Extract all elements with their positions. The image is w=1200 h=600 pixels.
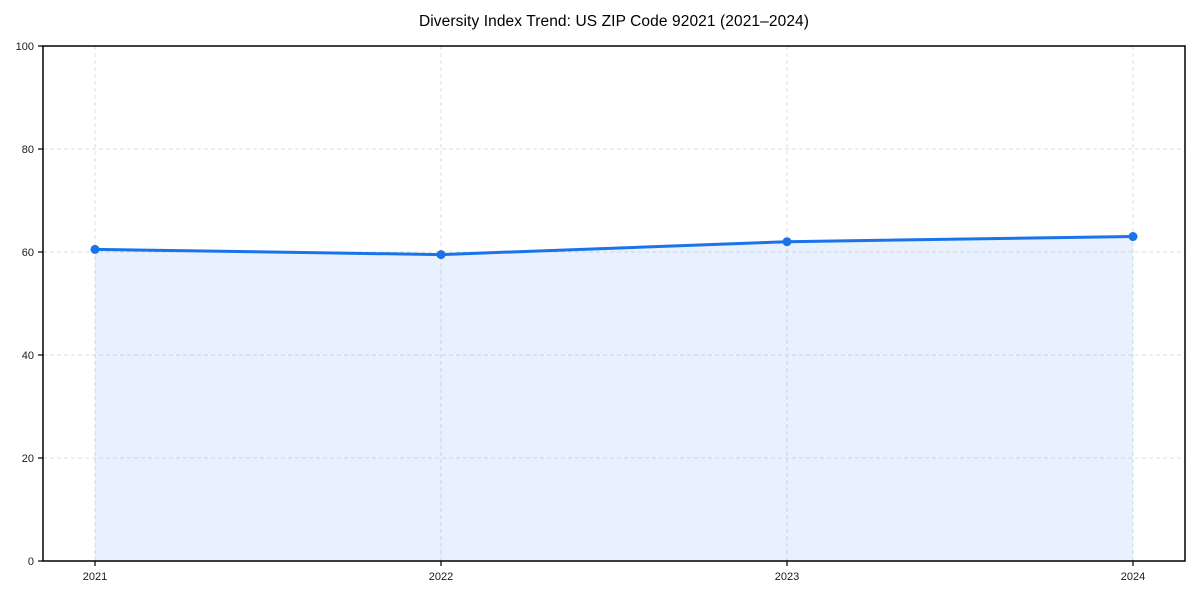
chart-title: Diversity Index Trend: US ZIP Code 92021…	[418, 13, 810, 30]
data-point-marker	[1128, 232, 1138, 242]
y-tick-label: 40	[22, 350, 34, 362]
trend-line	[93, 235, 1135, 257]
x-tick-label: 2023	[775, 571, 799, 583]
y-tick-label: 60	[22, 247, 34, 259]
data-point-marker	[90, 244, 100, 254]
x-tick-label: 2021	[83, 571, 107, 583]
x-tick-label: 2022	[429, 571, 453, 583]
y-tick-label: 80	[22, 144, 34, 156]
data-point-marker	[782, 237, 792, 247]
y-tick-label: 100	[16, 41, 34, 53]
y-tick-label: 20	[22, 453, 34, 465]
area-fill	[95, 236, 1133, 562]
data-point-marker	[436, 250, 446, 260]
plot-border	[42, 45, 1186, 562]
y-tick-label: 0	[28, 556, 34, 568]
x-tick-label: 2024	[1121, 571, 1145, 583]
